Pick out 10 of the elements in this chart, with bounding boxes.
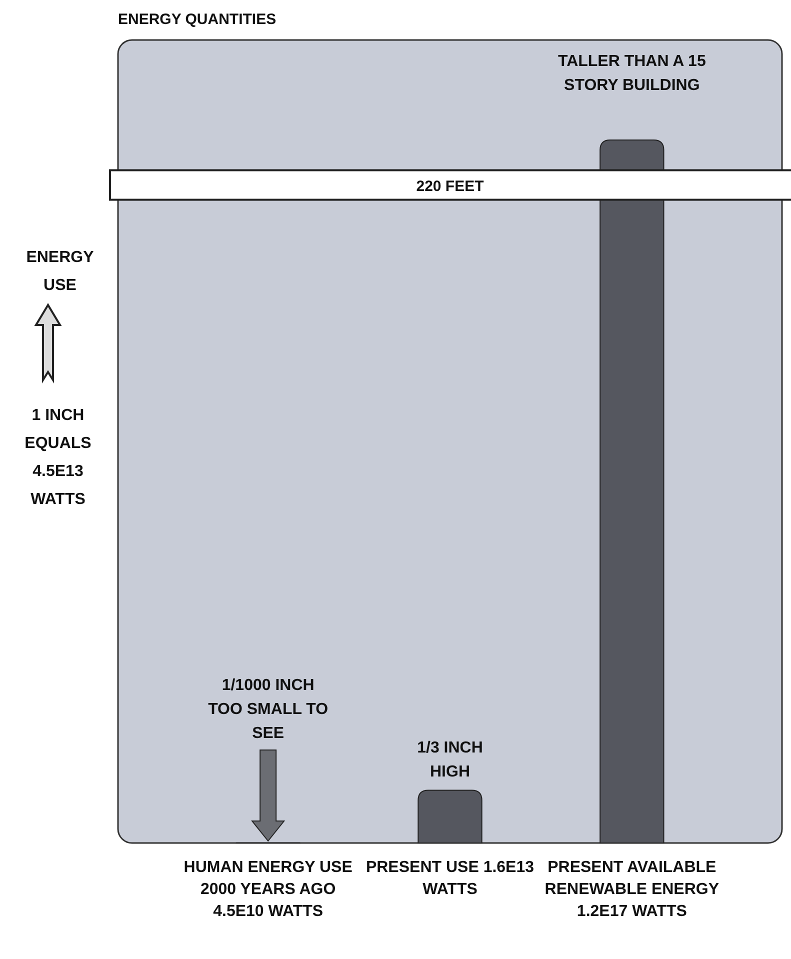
y-axis-title: ENERGY USE [26, 249, 94, 294]
text: 1 INCH EQUALS 4.5E13 WATTS [24, 407, 92, 508]
x-tick-label: HUMAN ENERGY USE 2000 YEARS AGO 4.5E10 WATTS [184, 859, 353, 920]
annotation: 1/1000 INCH TOO SMALL TO SEE [208, 677, 328, 742]
chart-title: ENERGY QUANTITIES [118, 11, 276, 28]
x-tick-label: PRESENT AVAILABLE RENEWABLE ENERGY 1.2E17 WATTS [544, 859, 720, 920]
x-tick-label: PRESENT USE 1.6E13 WATTS [366, 859, 534, 898]
text: TALLER THAN A 15 STORY BUILDING [558, 53, 706, 94]
annotation: 1/3 INCH HIGH [417, 739, 483, 780]
band-label: 220 FEET [416, 178, 484, 195]
